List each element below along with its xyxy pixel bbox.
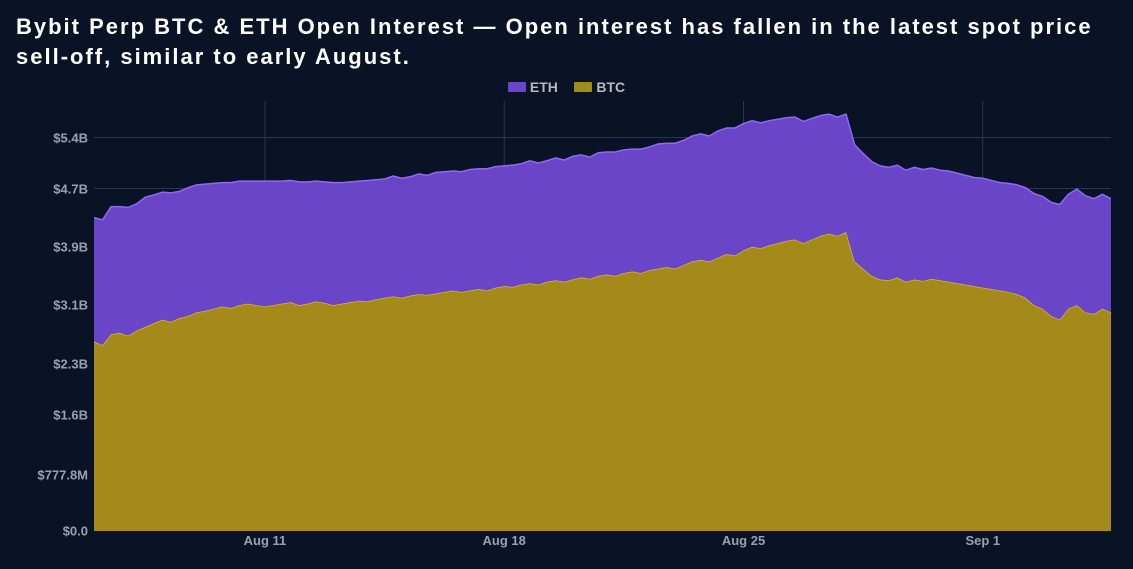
x-tick-label: Aug 25 xyxy=(722,533,765,548)
legend-swatch-eth xyxy=(508,82,526,92)
chart-container: Bybit Perp BTC & ETH Open Interest — Ope… xyxy=(0,0,1133,569)
legend-label-btc: BTC xyxy=(596,79,625,95)
y-tick-label: $5.4B xyxy=(53,130,88,145)
legend-item-eth[interactable]: ETH xyxy=(508,79,558,95)
plot-area xyxy=(94,101,1111,531)
legend-item-btc[interactable]: BTC xyxy=(574,79,625,95)
x-axis-labels: Aug 11 Aug 18 Aug 25 Sep 1 xyxy=(94,533,1111,555)
y-axis-labels: $0.0$777.8M$1.6B$2.3B$3.1B$3.9B$4.7B$5.4… xyxy=(16,101,94,531)
chart-legend: ETH BTC xyxy=(16,79,1117,97)
y-tick-label: $777.8M xyxy=(37,467,88,482)
x-tick-label: Sep 1 xyxy=(965,533,1000,548)
legend-swatch-btc xyxy=(574,82,592,92)
x-tick-label: Aug 11 xyxy=(244,533,287,548)
chart-area: $0.0 $777.8M $1.6B $2.3B $3.1B $3.9B $4.7B $5.4… xyxy=(16,101,1117,561)
y-tick-label: $1.6B xyxy=(53,407,88,422)
x-tick-label: Aug 18 xyxy=(483,533,526,548)
legend-label-eth: ETH xyxy=(530,79,558,95)
chart-title: Bybit Perp BTC & ETH Open Interest — Ope… xyxy=(16,12,1117,71)
y-tick-label: $3.9B xyxy=(53,240,88,255)
y-tick-label: $2.3B xyxy=(53,356,88,371)
y-tick-label: $0.0 xyxy=(63,524,88,539)
y-tick-label: $3.1B xyxy=(53,298,88,313)
y-tick-label: $4.7B xyxy=(53,181,88,196)
chart-svg xyxy=(94,101,1111,531)
